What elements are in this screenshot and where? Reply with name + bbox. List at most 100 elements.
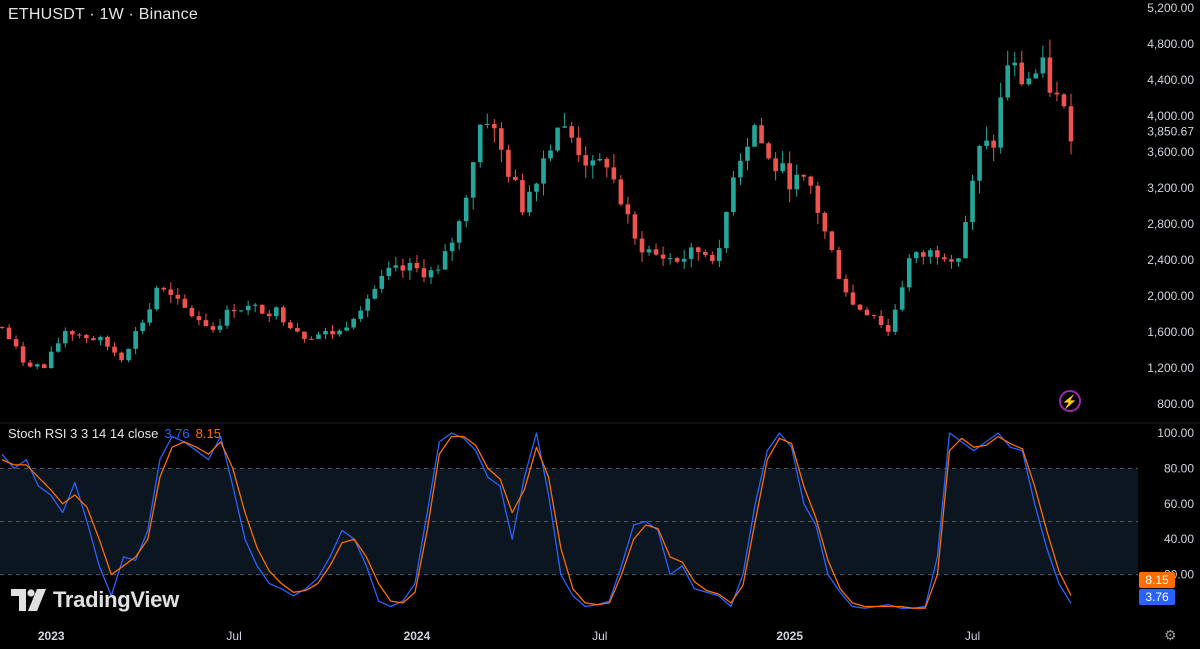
candle-down [119, 352, 124, 361]
candle-down [210, 326, 216, 330]
candle-up [745, 146, 750, 161]
candle-down [921, 252, 926, 257]
candle-down [991, 140, 996, 148]
candle-down [27, 362, 33, 367]
candle-down [309, 338, 314, 340]
stoch-rsi-lines [1, 432, 1072, 609]
candle-down [513, 176, 518, 181]
candle-up [555, 127, 560, 151]
candle-up [245, 305, 251, 311]
candle-down [759, 125, 764, 144]
candle-down [259, 304, 265, 314]
candle-up [484, 123, 490, 125]
candle-up [147, 309, 152, 323]
candle-up [892, 309, 898, 332]
candle-down [84, 334, 89, 339]
price-axis-label: 2,000.00 [1147, 289, 1194, 303]
price-axis-label: 2,400.00 [1147, 253, 1194, 267]
candle-up [48, 351, 54, 369]
candle-up [273, 307, 279, 317]
candle-up [1005, 65, 1011, 98]
candle-down [112, 346, 117, 353]
candle-down [6, 327, 12, 340]
candle-down [0, 327, 5, 329]
candle-down [20, 346, 26, 363]
price-axis-label: 4,800.00 [1147, 37, 1194, 51]
stoch-axis-label: 60.00 [1164, 497, 1194, 511]
price-axis-label: 800.00 [1157, 397, 1194, 411]
candle-down [1054, 92, 1060, 95]
candle-up [442, 251, 448, 270]
candle-down [653, 249, 659, 255]
candle-down [288, 322, 293, 329]
candle-down [801, 174, 807, 177]
candle-up [252, 304, 258, 306]
lightning-icon[interactable]: ⚡ [1059, 390, 1081, 412]
gear-icon[interactable]: ⚙ [1164, 627, 1177, 643]
candle-down [1068, 106, 1074, 142]
candle-up [597, 158, 603, 161]
candle-down [175, 294, 181, 299]
indicator-label: Stoch RSI 3 3 14 14 close 3.76 8.15 [8, 426, 221, 441]
price-axis-label: 4,000.00 [1147, 109, 1194, 123]
candle-up [688, 247, 694, 259]
stoch-d-line [1, 435, 1072, 609]
candle-down [302, 331, 307, 339]
candle-down [618, 179, 624, 205]
tradingview-mark-icon [11, 589, 46, 611]
candle-up [351, 318, 356, 328]
stoch-rsi-bands [0, 467, 1138, 576]
price-axis-label: 1,200.00 [1147, 361, 1194, 375]
candle-up [899, 287, 905, 310]
candle-up [337, 330, 342, 335]
candle-down [231, 309, 237, 312]
candle-down [266, 313, 272, 317]
candle-up [372, 288, 378, 299]
candle-up [724, 212, 729, 249]
candle-up [1033, 73, 1039, 79]
candle-up [646, 249, 652, 253]
candle-down [196, 316, 202, 321]
last-price-label: 3,850.67 [1147, 124, 1194, 138]
candle-down [1061, 94, 1067, 107]
candle-down [91, 338, 96, 341]
candle-down [864, 309, 870, 316]
tradingview-wordmark: TradingView [53, 587, 179, 612]
time-axis-label: Jul [226, 629, 241, 643]
candle-up [562, 126, 567, 128]
candle-down [611, 167, 617, 180]
candle-up [752, 125, 757, 147]
candle-down [70, 331, 75, 335]
candle-up [913, 252, 919, 259]
candle-up [906, 258, 912, 288]
candle-down [632, 214, 638, 239]
candle-up [62, 331, 68, 344]
candle-up [681, 258, 687, 262]
candle-up [463, 197, 469, 222]
stoch-axis-label: 40.00 [1164, 532, 1194, 546]
candle-down [168, 289, 174, 295]
candle-up [590, 160, 596, 166]
candle-up [316, 334, 321, 339]
candle-down [766, 143, 771, 159]
candle-up [154, 287, 160, 310]
price-axis-label: 3,200.00 [1147, 181, 1194, 195]
price-candles [0, 39, 1074, 370]
candle-down [660, 254, 666, 259]
candle-up [527, 191, 532, 213]
candle-down [583, 155, 589, 166]
candle-down [949, 259, 954, 262]
candle-up [1040, 57, 1046, 74]
candle-down [281, 307, 286, 323]
candle-up [365, 298, 371, 311]
candle-down [773, 158, 778, 172]
candle-up [428, 270, 434, 278]
candle-down [161, 287, 167, 290]
candle-down [41, 364, 47, 369]
candle-down [203, 320, 209, 327]
candle-up [140, 322, 145, 332]
candle-down [625, 204, 631, 215]
candle-down [330, 330, 335, 335]
candle-down [808, 176, 814, 186]
